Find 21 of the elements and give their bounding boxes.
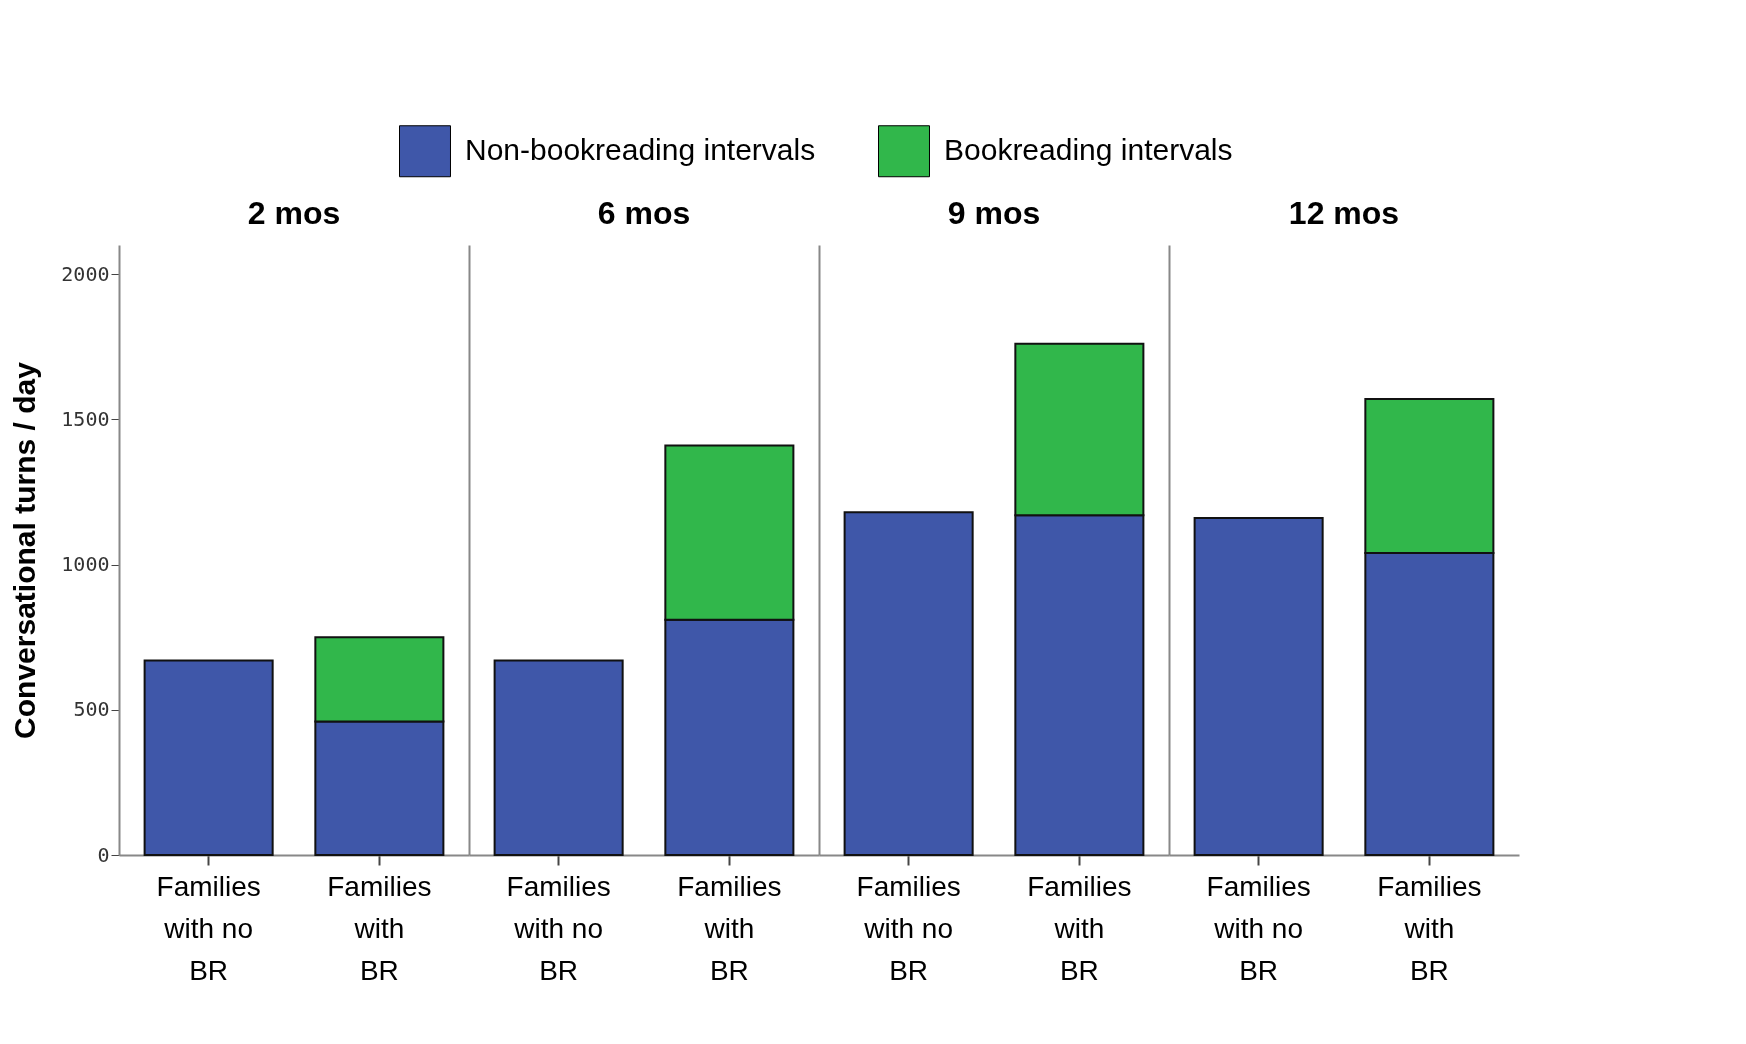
x-tick-label: Families with no BR bbox=[156, 870, 261, 986]
chart-title: 6 mos bbox=[597, 195, 691, 231]
x-tick-label: Families with BR bbox=[327, 870, 432, 986]
x-tick-label: Families with BR bbox=[1377, 870, 1482, 986]
legend-label: Non-bookreading intervals bbox=[465, 133, 816, 167]
y-axis-title: Conversational turns / day bbox=[8, 361, 42, 739]
x-tick-label: Families with BR bbox=[677, 870, 782, 986]
chart-title: 2 mos bbox=[247, 195, 341, 231]
x-tick-label: Families with no BR bbox=[506, 870, 611, 986]
chart-title: 12 mos bbox=[1288, 195, 1400, 231]
bar bbox=[143, 659, 274, 856]
y-tick-label: 0 bbox=[97, 842, 110, 867]
legend-label: Bookreading intervals bbox=[944, 133, 1233, 167]
y-tick-label: 500 bbox=[73, 697, 110, 722]
y-tick-label: 1500 bbox=[61, 406, 110, 431]
chart-title: 9 mos bbox=[947, 195, 1041, 231]
x-tick-label: Families with no BR bbox=[856, 870, 961, 986]
x-tick-label: Families with BR bbox=[1027, 870, 1132, 986]
y-tick-label: 1000 bbox=[61, 552, 110, 577]
y-tick-label: 2000 bbox=[61, 261, 110, 286]
x-tick-label: Families with no BR bbox=[1206, 870, 1311, 986]
